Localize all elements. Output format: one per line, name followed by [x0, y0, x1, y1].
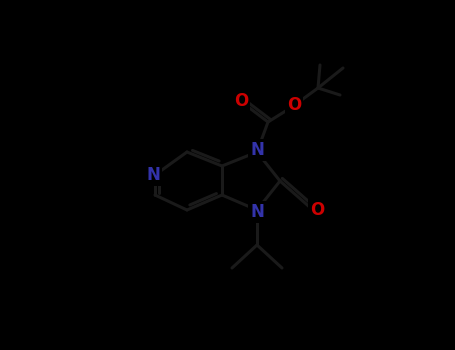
Text: O: O: [310, 201, 324, 219]
Text: N: N: [250, 203, 264, 221]
Text: O: O: [287, 96, 301, 114]
Text: N: N: [146, 166, 160, 184]
Text: N: N: [250, 141, 264, 159]
Text: O: O: [234, 92, 248, 110]
